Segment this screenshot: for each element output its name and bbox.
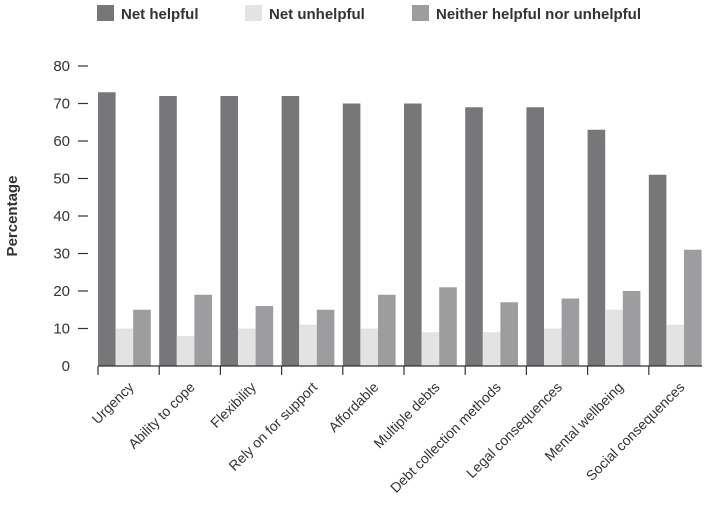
y-tick-label: 60 xyxy=(53,133,70,150)
bar-1-5 xyxy=(342,103,361,366)
bar-2-1 xyxy=(115,328,134,366)
bar-1-10 xyxy=(648,174,667,366)
bar-1-9 xyxy=(587,129,606,366)
bar-1-3 xyxy=(220,96,238,366)
bar-2-6 xyxy=(421,332,440,366)
legend-label-2: Net unhelpful xyxy=(269,6,365,23)
y-axis-title: Percentage xyxy=(4,176,21,257)
bar-3-5 xyxy=(378,294,396,366)
bar-2-2 xyxy=(176,336,195,366)
y-tick-label: 80 xyxy=(53,58,70,75)
bar-3-2 xyxy=(194,294,212,366)
legend-swatch-3 xyxy=(412,5,429,21)
bar-1-1 xyxy=(98,92,116,366)
x-category-label: Debt collection methods xyxy=(387,379,504,496)
bar-2-7 xyxy=(482,332,501,366)
bar-3-9 xyxy=(622,291,641,366)
bar-2-5 xyxy=(360,328,378,366)
legend-label-3: Neither helpful nor unhelpful xyxy=(436,6,641,23)
y-tick-label: 20 xyxy=(53,283,70,300)
legend-label-1: Net helpful xyxy=(121,6,199,23)
bar-1-6 xyxy=(404,103,422,366)
bar-2-8 xyxy=(544,328,562,366)
bar-3-4 xyxy=(316,309,335,366)
bar-2-10 xyxy=(666,324,684,366)
x-category-label: Urgency xyxy=(89,379,137,427)
bar-1-4 xyxy=(281,96,300,366)
bars xyxy=(98,92,702,366)
bar-2-4 xyxy=(299,324,317,366)
legend-swatch-1 xyxy=(97,5,114,21)
y-axis: 0 10 20 30 40 50 60 70 80 xyxy=(53,58,88,375)
bar-3-6 xyxy=(439,287,457,366)
bar-1-8 xyxy=(526,107,544,366)
bar-2-3 xyxy=(238,328,256,366)
y-tick-label: 50 xyxy=(53,171,70,188)
bar-3-3 xyxy=(255,306,274,366)
bar-3-7 xyxy=(500,302,518,366)
x-category-label: Flexibility xyxy=(207,379,259,431)
y-tick-label: 0 xyxy=(62,358,70,375)
bar-3-1 xyxy=(133,309,151,366)
bar-3-8 xyxy=(561,298,580,366)
legend-swatch-2 xyxy=(245,5,262,21)
bar-1-2 xyxy=(159,96,177,366)
y-tick-label: 40 xyxy=(53,208,70,225)
bar-2-9 xyxy=(605,309,623,366)
x-category-label: Affordable xyxy=(325,379,381,435)
bar-3-10 xyxy=(684,249,702,366)
bar-1-7 xyxy=(465,107,483,366)
y-tick-label: 30 xyxy=(53,246,70,263)
y-tick-label: 70 xyxy=(53,96,70,113)
legend: Net helpful Net unhelpful Neither helpful … xyxy=(97,5,641,23)
y-tick-label: 10 xyxy=(53,321,70,338)
